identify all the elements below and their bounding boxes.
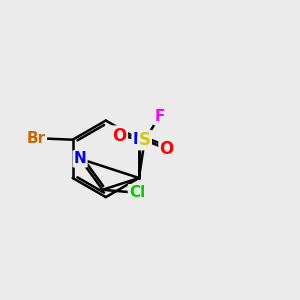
- Text: N: N: [74, 151, 86, 166]
- Text: Cl: Cl: [129, 185, 145, 200]
- Text: O: O: [112, 127, 127, 145]
- Text: N: N: [133, 132, 146, 147]
- Text: F: F: [154, 109, 165, 124]
- Text: O: O: [160, 140, 174, 158]
- Text: Br: Br: [27, 131, 46, 146]
- Text: S: S: [139, 131, 151, 149]
